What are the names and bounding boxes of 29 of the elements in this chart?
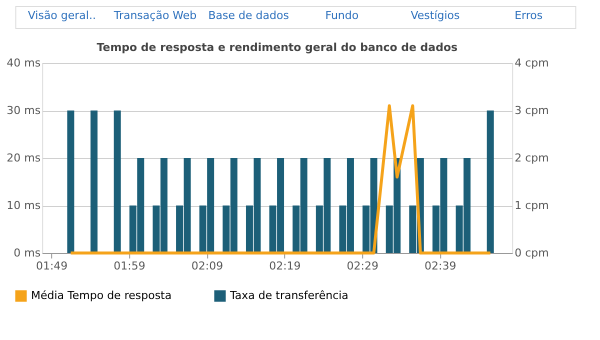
y-tick-label: 10 ms: [6, 199, 41, 212]
bar: [486, 110, 494, 253]
bar: [114, 110, 121, 253]
chart-title: Tempo de resposta e rendimento geral do banco de dados: [96, 41, 458, 54]
text: Visão geral..: [28, 9, 96, 22]
bar: [90, 110, 98, 253]
y-tick-label: 30 ms: [6, 104, 41, 117]
y-tick-label: 0 ms: [14, 246, 41, 260]
x-tick-label: 02:29: [346, 260, 378, 272]
text: Base de dados: [208, 9, 290, 22]
x-tick-label: 02:09: [191, 260, 224, 272]
x-tick-label: 01:49: [36, 260, 68, 272]
x-tick-label: 01:59: [114, 260, 146, 272]
y2-tick-label: 1 cpm: [514, 199, 549, 212]
x-tick-label: 02:39: [424, 260, 456, 272]
y2-tick-label: 2 cpm: [514, 152, 549, 164]
y-tick-label: 40 ms: [6, 56, 41, 70]
text: Fundo: [325, 9, 359, 22]
y2-tick-label: 4 cpm: [514, 56, 549, 70]
text: Vestígios: [410, 9, 460, 22]
text: Transação Web: [112, 9, 197, 22]
x-tick-label: 02:19: [269, 260, 301, 272]
y2-tick-label: 0 cpm: [514, 246, 549, 260]
y2-tick-label: 3 cpm: [514, 104, 549, 117]
bar: [67, 110, 74, 253]
legend-label: Média Tempo de resposta: [31, 289, 172, 302]
y-tick-label: 20 ms: [6, 152, 41, 164]
legend-label: Taxa de transferência: [229, 289, 348, 302]
text: Erros: [514, 9, 543, 22]
